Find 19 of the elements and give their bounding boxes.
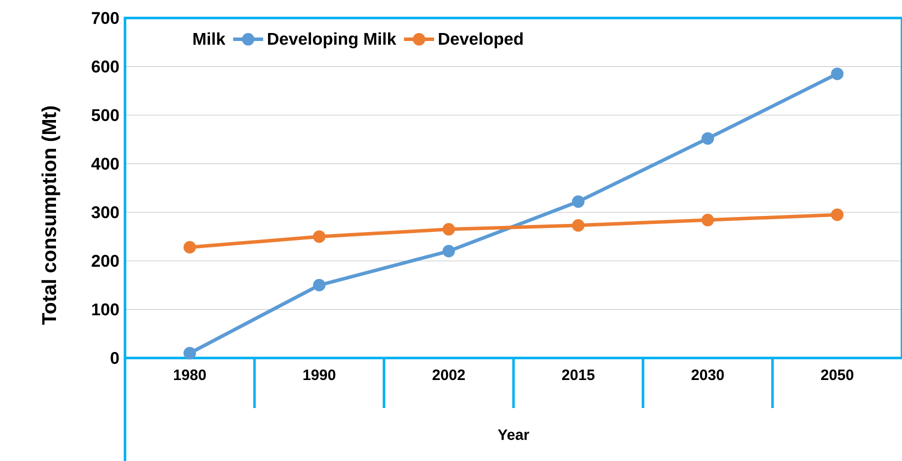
x-tick-label: 1980	[174, 370, 206, 380]
y-tick-label: 400	[91, 158, 119, 170]
x-tick-label: 2015	[562, 370, 595, 380]
y-tick-label: 300	[92, 206, 119, 218]
x-tick-label: 2002	[432, 370, 465, 380]
y-tick-label: 700	[92, 12, 119, 24]
y-tick-label: 200	[92, 254, 119, 267]
y-tick-label: 600	[92, 60, 119, 73]
legend-title: Milk	[193, 32, 226, 45]
y-axis-title: Total consumption (Mt)	[41, 106, 60, 325]
x-tick-label: 1990	[304, 370, 336, 380]
legend-label: Developing Milk	[268, 32, 396, 48]
x-axis-title: Year	[498, 430, 530, 440]
x-tick-label: 2050	[821, 370, 854, 380]
y-tick-label: 500	[92, 109, 119, 122]
legend-label: Developed	[438, 32, 523, 48]
x-tick-label: 2030	[692, 370, 724, 380]
y-tick-label: 0	[110, 352, 119, 364]
y-tick-label: 100	[92, 303, 119, 316]
